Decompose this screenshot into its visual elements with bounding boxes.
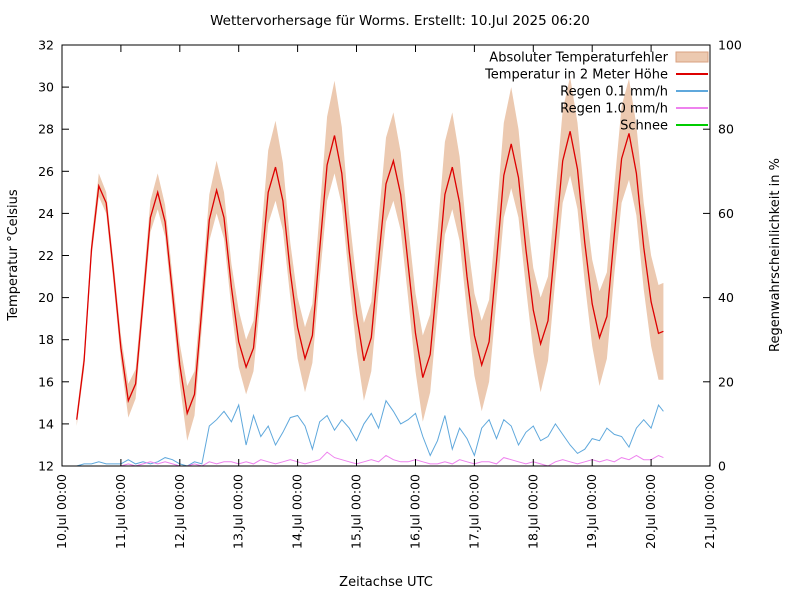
legend-label: Regen 1.0 mm/h <box>560 102 668 117</box>
legend-swatch-band <box>675 51 709 63</box>
series-line-regen-1-0-mm-h <box>76 451 664 467</box>
y-right-tick-label: 0 <box>718 459 726 474</box>
legend-label: Schnee <box>620 119 668 134</box>
x-tick-label: 18.Jul 00:00 <box>525 474 540 549</box>
x-tick-label: 16.Jul 00:00 <box>408 474 423 549</box>
series-line-regen-0-1-mm-h <box>76 399 664 467</box>
x-tick-label: 17.Jul 00:00 <box>466 474 481 549</box>
y-axis-label-left: Temperatur °Celsius <box>6 189 21 322</box>
y-right-tick-label: 80 <box>718 122 734 137</box>
x-axis-label: Zeitachse UTC <box>339 575 433 590</box>
y-left-tick-label: 26 <box>38 164 54 179</box>
legend-label: Temperatur in 2 Meter Höhe <box>484 68 668 83</box>
y-left-tick-label: 14 <box>38 416 54 431</box>
x-tick-label: 14.Jul 00:00 <box>290 474 305 549</box>
x-tick-label: 12.Jul 00:00 <box>172 474 187 549</box>
y-left-tick-label: 32 <box>38 38 54 53</box>
y-right-tick-label: 100 <box>718 38 742 53</box>
y-left-tick-label: 16 <box>38 374 54 389</box>
y-right-tick-label: 20 <box>718 374 734 389</box>
y-right-tick-label: 60 <box>718 206 734 221</box>
y-left-tick-label: 22 <box>38 248 54 263</box>
chart-title: Wettervorhersage für Worms. Erstellt: 10… <box>210 13 590 29</box>
x-tick-label: 19.Jul 00:00 <box>584 474 599 549</box>
y-axis-label-right: Regenwahrscheinlichkeit in % <box>768 158 783 352</box>
x-tick-label: 10.Jul 00:00 <box>54 474 69 549</box>
y-left-tick-label: 12 <box>38 459 54 474</box>
y-left-tick-label: 20 <box>38 290 54 305</box>
y-left-tick-label: 30 <box>38 80 54 95</box>
y-left-tick-label: 28 <box>38 122 54 137</box>
x-tick-label: 21.Jul 00:00 <box>702 474 717 549</box>
series-line-temperatur-in-2-meter-h-he <box>76 131 664 420</box>
y-left-tick-label: 24 <box>38 206 54 221</box>
x-tick-label: 11.Jul 00:00 <box>113 474 128 549</box>
temperature-error-band <box>76 76 664 441</box>
y-left-tick-label: 18 <box>38 332 54 347</box>
legend-label: Absoluter Temperaturfehler <box>489 51 668 66</box>
y-right-tick-label: 40 <box>718 290 734 305</box>
x-tick-label: 15.Jul 00:00 <box>349 474 364 549</box>
legend-label: Regen 0.1 mm/h <box>560 85 668 100</box>
x-tick-label: 20.Jul 00:00 <box>643 474 658 549</box>
x-tick-label: 13.Jul 00:00 <box>231 474 246 549</box>
